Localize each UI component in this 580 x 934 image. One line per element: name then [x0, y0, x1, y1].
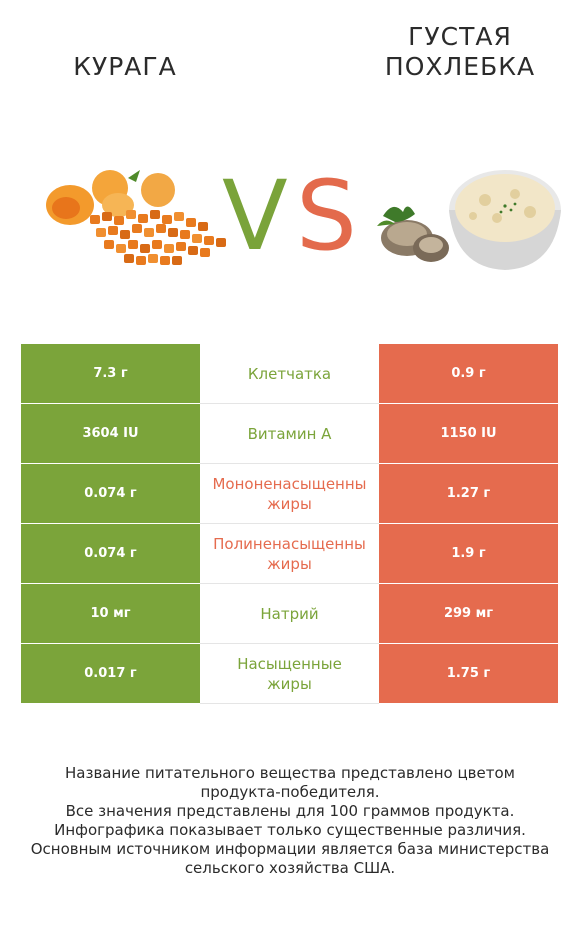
- right-title-line1: ГУСТАЯ: [408, 22, 512, 51]
- nutrient-name: Полиненасыщенны жиры: [200, 523, 379, 584]
- footer-line: Название питательного вещества представл…: [65, 764, 515, 782]
- footer-line: Инфографика показывает только существенн…: [54, 821, 526, 839]
- nutrient-name-line1: Клетчатка: [247, 364, 332, 383]
- comparison-row: 0.074 г Полиненасыщенны жиры 1.9 г: [21, 523, 558, 584]
- footer-line: продукта-победителя.: [200, 783, 380, 801]
- dried-apricots-image: [46, 170, 226, 265]
- nutrient-name: Натрий: [200, 583, 379, 644]
- right-product-title: ГУСТАЯ ПОХЛЕБКА: [360, 22, 560, 82]
- left-value: 0.074 г: [21, 463, 200, 524]
- right-value: 1.9 г: [379, 523, 558, 584]
- nutrient-name-line1: Мононенасыщенны: [212, 474, 367, 493]
- nutrient-name-line1: Витамин A: [247, 424, 332, 443]
- footer-line: Основным источником информации является …: [30, 840, 550, 858]
- comparison-row: 10 мг Натрий 299 мг: [21, 583, 558, 644]
- comparison-row: 0.074 г Мононенасыщенны жиры 1.27 г: [21, 463, 558, 524]
- left-value: 3604 IU: [21, 403, 200, 464]
- nutrient-name: Клетчатка: [200, 344, 379, 404]
- vs-letter-v: V: [222, 160, 288, 272]
- comparison-row: 3604 IU Витамин A 1150 IU: [21, 403, 558, 464]
- left-value: 0.017 г: [21, 643, 200, 704]
- left-value: 7.3 г: [21, 344, 200, 404]
- nutrient-name-line2: жиры: [267, 674, 312, 693]
- nutrient-name: Мононенасыщенны жиры: [200, 463, 379, 524]
- right-value: 1.27 г: [379, 463, 558, 524]
- right-value: 1150 IU: [379, 403, 558, 464]
- right-title-line2: ПОХЛЕБКА: [384, 52, 536, 81]
- comparison-table: 7.3 г Клетчатка 0.9 г 3604 IU Витамин A 1150 …: [21, 344, 558, 704]
- nutrient-name-line2: жиры: [267, 554, 312, 573]
- right-value: 299 мг: [379, 583, 558, 644]
- vs-letter-s: S: [296, 160, 357, 272]
- nutrient-name-line2: жиры: [267, 494, 312, 513]
- footer-note: Название питательного вещества представл…: [10, 764, 570, 878]
- nutrient-name-line1: Полиненасыщенны: [213, 534, 366, 553]
- nutrient-name-line1: Насыщенные: [237, 654, 342, 673]
- left-value: 10 мг: [21, 583, 200, 644]
- footer-line: Все значения представлены для 100 граммо…: [65, 802, 515, 820]
- nutrient-name: Витамин A: [200, 403, 379, 464]
- left-product-title: КУРАГА: [73, 52, 177, 81]
- clam-chowder-image: [377, 170, 561, 270]
- footer-line: сельского хозяйства США.: [184, 859, 396, 877]
- comparison-row: 7.3 г Клетчатка 0.9 г: [21, 344, 558, 404]
- left-value: 0.074 г: [21, 523, 200, 584]
- right-value: 1.75 г: [379, 643, 558, 704]
- nutrient-name: Насыщенные жиры: [200, 643, 379, 704]
- right-value: 0.9 г: [379, 344, 558, 404]
- comparison-row: 0.017 г Насыщенные жиры 1.75 г: [21, 643, 558, 704]
- nutrient-name-line1: Натрий: [260, 604, 319, 623]
